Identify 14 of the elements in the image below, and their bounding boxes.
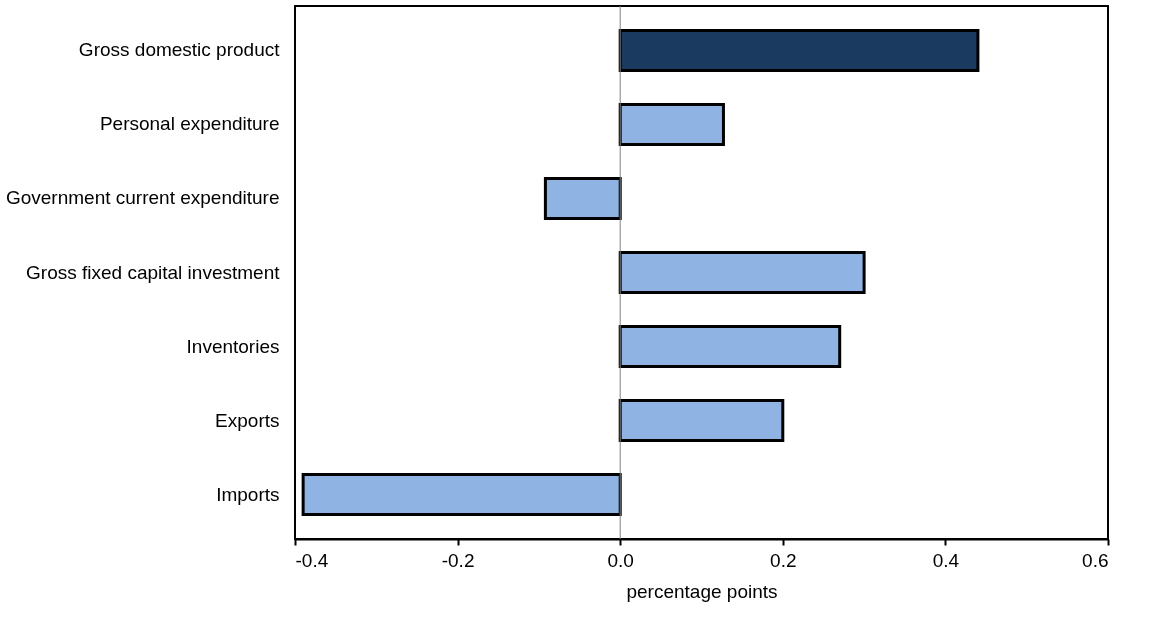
y-tick-label: Exports <box>215 409 280 431</box>
x-tick-label: -0.2 <box>441 549 475 571</box>
y-tick-label: Personal expenditure <box>99 113 280 135</box>
x-tick-label: 0.2 <box>770 549 797 571</box>
x-tick-label: 0.4 <box>932 549 960 571</box>
x-tick-label: 0.6 <box>1082 549 1109 571</box>
y-tick-label: Imports <box>216 483 280 505</box>
y-tick-label: Inventories <box>186 335 280 357</box>
x-tick-label: 0.0 <box>607 549 634 571</box>
y-tick-label: Gross domestic product <box>78 39 281 61</box>
x-axis-title: percentage points <box>626 580 778 602</box>
x-tick-label: -0.4 <box>295 549 329 571</box>
y-tick-label: Government current expenditure <box>5 187 280 209</box>
y-tick-label: Gross fixed capital investment <box>26 261 281 283</box>
